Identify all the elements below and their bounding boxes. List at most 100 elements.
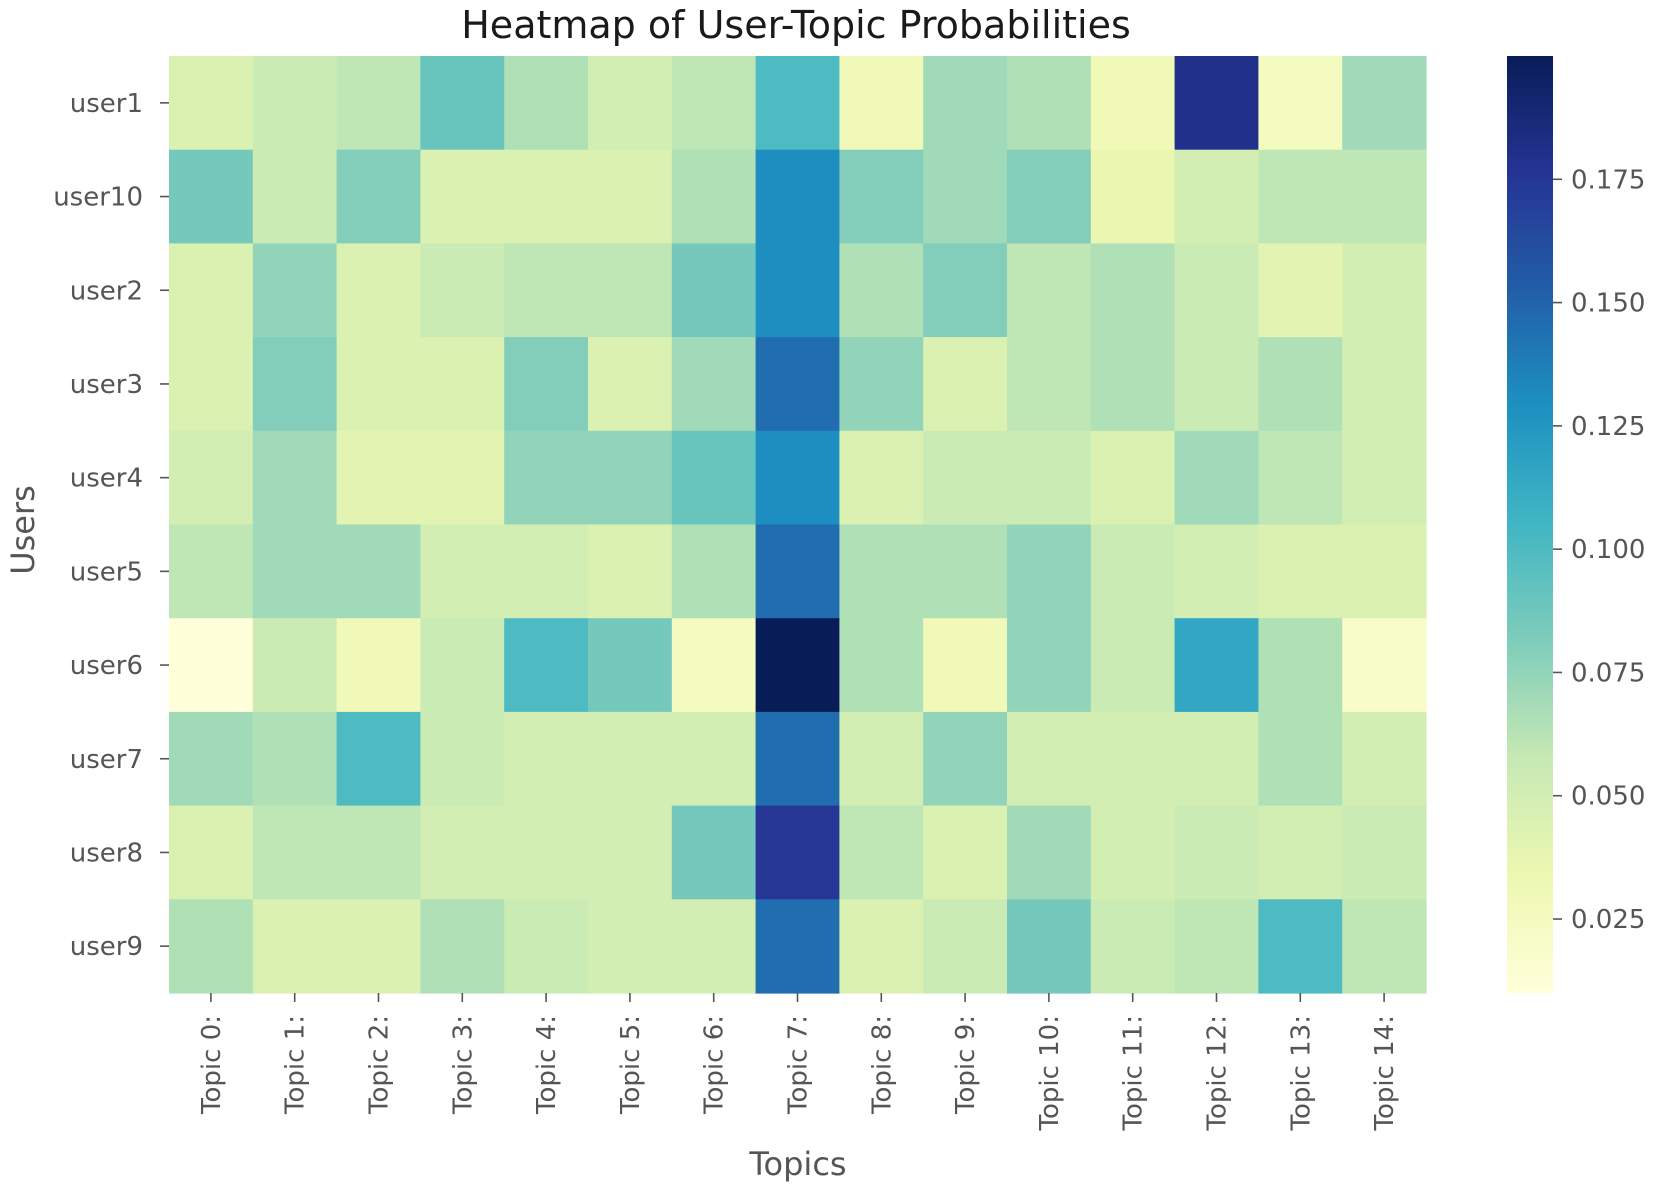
heatmap-cell: [588, 899, 673, 994]
heatmap-cell: [1007, 430, 1092, 526]
x-axis: Topic 0: Topic 1: Topic 2: Topic 3: Topic 4:…: [197, 993, 1400, 1132]
heatmap-cell: [169, 899, 254, 994]
heatmap-cell: [420, 899, 505, 994]
heatmap-cell: [1258, 337, 1343, 432]
heatmap-cells: [169, 56, 1427, 994]
heatmap-cell: [1174, 243, 1259, 338]
heatmap-cell: [1007, 524, 1092, 619]
x-axis-label: Topics: [748, 1145, 846, 1183]
heatmap-cell: [336, 149, 421, 244]
heatmap-cell: [1090, 149, 1176, 244]
y-tick-label: user10: [53, 183, 143, 213]
heatmap-cell: [671, 618, 757, 713]
heatmap-cell: [420, 56, 505, 151]
heatmap-cell: [336, 524, 421, 619]
heatmap-cell: [420, 149, 505, 244]
heatmap-cell: [1090, 243, 1176, 338]
x-tick-label: Topic 5:: [616, 1015, 646, 1115]
colorbar-tick-label: 0.175: [1571, 165, 1645, 195]
heatmap-cell: [671, 899, 757, 994]
heatmap-cell: [588, 524, 673, 619]
heatmap-cell: [839, 337, 924, 432]
heatmap-cell: [1007, 243, 1092, 338]
x-tick-label: Topic 12:: [1203, 1015, 1233, 1132]
y-tick-label: user1: [70, 89, 143, 119]
heatmap-cell: [1258, 899, 1343, 994]
heatmap-cell: [504, 337, 589, 432]
heatmap-cell: [755, 149, 840, 244]
heatmap-cell: [252, 711, 338, 807]
heatmap-cell: [923, 805, 1008, 900]
heatmap-cell: [420, 524, 505, 619]
heatmap-cell: [1090, 337, 1176, 432]
colorbar-tick-label: 0.025: [1571, 905, 1645, 935]
colorbar-tick-label: 0.100: [1571, 535, 1645, 565]
heatmap-cell: [588, 337, 673, 432]
chart-title: Heatmap of User-Topic Probabilities: [461, 3, 1131, 47]
heatmap-cell: [588, 243, 673, 338]
heatmap-cell: [169, 56, 254, 151]
y-tick-label: user8: [70, 838, 143, 868]
heatmap-cell: [1342, 430, 1427, 526]
heatmap-cell: [839, 430, 924, 526]
heatmap-cell: [588, 711, 673, 807]
heatmap-cell: [1174, 899, 1259, 994]
heatmap-cell: [839, 618, 924, 713]
heatmap-cell: [504, 524, 589, 619]
heatmap-cell: [1342, 337, 1427, 432]
heatmap-cell: [1007, 618, 1092, 713]
heatmap-cell: [1174, 618, 1259, 713]
heatmap-cell: [839, 243, 924, 338]
x-tick-label: Topic 11:: [1119, 1015, 1149, 1132]
heatmap-cell: [504, 711, 589, 807]
heatmap-cell: [1174, 805, 1259, 900]
heatmap-cell: [420, 618, 505, 713]
colorbar-tick-label: 0.125: [1571, 412, 1645, 442]
heatmap-cell: [1090, 899, 1176, 994]
colorbar: [1507, 56, 1553, 993]
heatmap-cell: [1258, 430, 1343, 526]
y-tick-label: user9: [70, 932, 143, 962]
heatmap-cell: [923, 56, 1008, 151]
x-tick-label: Topic 14:: [1370, 1015, 1400, 1132]
heatmap-cell: [923, 524, 1008, 619]
x-tick-label: Topic 1:: [281, 1015, 311, 1115]
x-tick-label: Topic 6:: [700, 1015, 730, 1115]
heatmap-cell: [671, 711, 757, 807]
heatmap-cell: [1258, 56, 1343, 151]
heatmap-cell: [755, 805, 840, 900]
x-tick-label: Topic 0:: [197, 1015, 227, 1115]
heatmap-cell: [839, 149, 924, 244]
heatmap-cell: [169, 524, 254, 619]
heatmap-cell: [336, 337, 421, 432]
heatmap-cell: [1258, 243, 1343, 338]
colorbar-tick-label: 0.050: [1571, 782, 1645, 812]
heatmap-cell: [504, 805, 589, 900]
heatmap-cell: [1007, 337, 1092, 432]
heatmap-cell: [671, 56, 757, 151]
heatmap-cell: [588, 618, 673, 713]
heatmap-cell: [169, 805, 254, 900]
y-tick-label: user6: [70, 651, 143, 681]
x-tick-label: Topic 3:: [448, 1015, 478, 1115]
heatmap-cell: [755, 711, 840, 807]
heatmap-cell: [504, 56, 589, 151]
heatmap-cell: [588, 805, 673, 900]
heatmap-cell: [839, 899, 924, 994]
heatmap-cell: [1007, 149, 1092, 244]
heatmap-cell: [1342, 805, 1427, 900]
x-tick-label: Topic 13:: [1286, 1015, 1316, 1132]
heatmap-cell: [1258, 711, 1343, 807]
heatmap-cell: [1258, 618, 1343, 713]
heatmap-cell: [1174, 337, 1259, 432]
heatmap-cell: [336, 56, 421, 151]
heatmap-cell: [923, 243, 1008, 338]
heatmap-cell: [1174, 524, 1259, 619]
heatmap-cell: [1258, 805, 1343, 900]
heatmap-cell: [671, 430, 757, 526]
heatmap-cell: [923, 618, 1008, 713]
heatmap-cell: [588, 430, 673, 526]
heatmap-cell: [1007, 711, 1092, 807]
x-tick-label: Topic 10:: [1035, 1015, 1065, 1132]
colorbar-ticks: 0.025 0.050 0.075 0.100 0.125 0.150 0.175: [1553, 165, 1645, 935]
